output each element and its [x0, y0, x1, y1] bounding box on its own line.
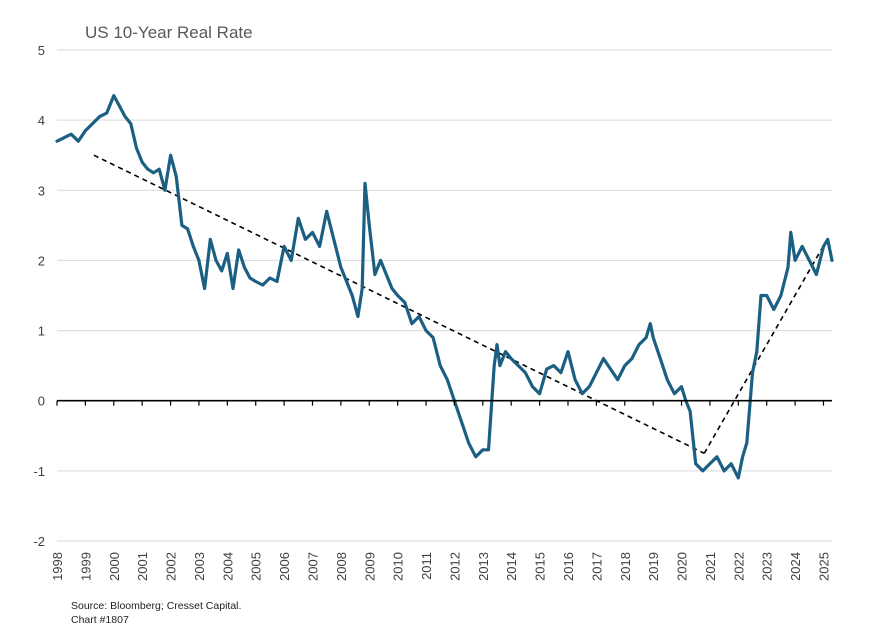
x-tick-label: 1998	[50, 552, 65, 581]
grid	[57, 49, 832, 542]
x-tick-label: 2003	[192, 552, 207, 581]
x-tick-label: 2013	[476, 552, 491, 581]
trend-line	[703, 235, 830, 454]
y-tick-label: 3	[38, 183, 45, 198]
x-tick-label: 2020	[675, 552, 690, 581]
x-tick-label: 2008	[334, 552, 349, 581]
y-tick-label: 0	[38, 394, 45, 409]
trendlines	[93, 154, 830, 455]
x-tick-label: 2022	[731, 552, 746, 581]
x-tick-label: 1999	[78, 552, 93, 581]
x-tick-label: 2010	[391, 552, 406, 581]
x-tick-label: 2011	[419, 552, 434, 580]
x-tick-label: 2001	[135, 552, 150, 581]
x-tick-label: 2016	[561, 552, 576, 581]
x-tick-label: 2023	[760, 552, 775, 581]
x-tick-label: 2024	[788, 552, 803, 581]
x-tick-label: 2019	[646, 552, 661, 581]
y-tick-label: -1	[33, 464, 45, 479]
series	[55, 94, 834, 480]
x-tick-label: 2014	[504, 552, 519, 581]
x-tick-label: 2018	[618, 552, 633, 581]
x-tick-label: 2000	[107, 552, 122, 581]
x-tick-label: 2015	[533, 552, 548, 581]
x-tick-label: 2012	[447, 552, 462, 581]
x-tick-label: 2006	[277, 552, 292, 581]
trend-line	[93, 154, 705, 455]
x-tick-label: 2025	[817, 552, 832, 581]
x-tick-label: 2004	[220, 552, 235, 581]
x-tick-label: 2009	[362, 552, 377, 581]
x-tick-label: 2007	[306, 552, 321, 581]
y-tick-label: 2	[38, 253, 45, 268]
source-note: Source: Bloomberg; Cresset Capital.	[71, 600, 242, 612]
y-tick-label: 5	[38, 43, 45, 58]
x-tick-label: 2017	[589, 552, 604, 581]
y-tick-label: 1	[38, 324, 45, 339]
x-axis: 1998 1999 2000 2001 2002 2003 2004 2005 2006 2007…	[50, 399, 832, 581]
y-tick-label: -2	[33, 534, 45, 549]
x-tick-label: 2021	[703, 552, 718, 581]
x-tick-label: 2005	[249, 552, 264, 581]
series-line	[55, 94, 834, 480]
line-chart: US 10-Year Real Rate 5 4 3 2 1 0 -1 -2 1998 1999…	[33, 23, 834, 581]
chart-id-note: Chart #1807	[71, 614, 129, 626]
chart-title: US 10-Year Real Rate	[85, 23, 253, 42]
x-tick-label: 2002	[164, 552, 179, 581]
y-tick-label: 4	[38, 113, 45, 128]
y-axis-ticks: 5 4 3 2 1 0 -1 -2	[33, 43, 45, 549]
